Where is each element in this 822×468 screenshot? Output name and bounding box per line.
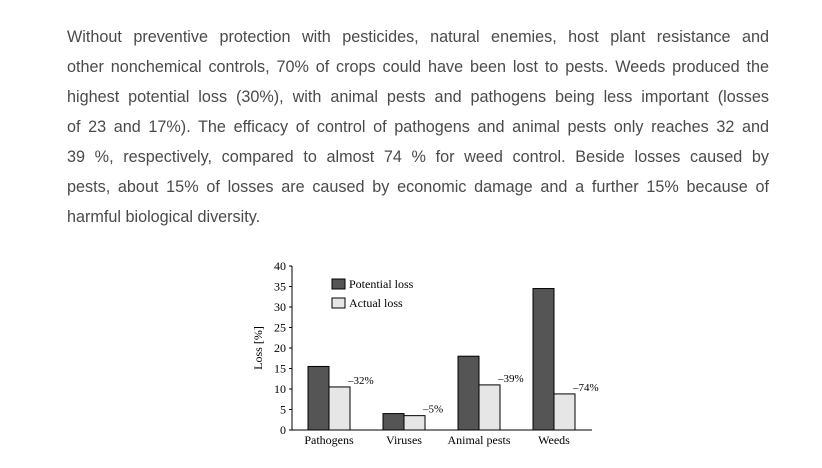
y-tick-label: 30 <box>274 300 286 314</box>
y-tick-label: 20 <box>274 341 286 355</box>
y-tick-label: 25 <box>274 321 286 335</box>
bar-actual <box>403 415 426 431</box>
paragraph-line: harmful biological diversity. <box>67 208 261 226</box>
category-label: Viruses <box>386 433 422 447</box>
y-tick-label: 0 <box>280 423 286 437</box>
y-tick-label: 15 <box>274 362 286 376</box>
body-paragraph: Without preventive protection with pesti… <box>67 22 769 232</box>
bar-potential <box>307 365 330 431</box>
legend-entry: Actual loss <box>349 296 403 310</box>
y-tick-label: 40 <box>274 259 286 273</box>
paragraph-line: of 23 and 17%). The efficacy of control … <box>67 118 769 136</box>
bar-actual <box>478 384 501 431</box>
legend-swatch <box>331 278 346 290</box>
category-label: Animal pests <box>448 433 511 447</box>
paragraph-line: highest potential loss (30%), with anima… <box>67 88 769 106</box>
reduction-label: –74% <box>572 382 599 394</box>
category-label: Weeds <box>538 433 570 447</box>
paragraph-line: 39 %, respectively, compared to almost 7… <box>67 148 769 166</box>
bar-potential <box>382 413 405 431</box>
legend-entry: Potential loss <box>349 277 414 291</box>
bar-potential <box>532 288 555 431</box>
paragraph-line: Without preventive protection with pesti… <box>67 28 769 46</box>
loss-bar-chart: 0 5 10 15 20 25 30 35 40 Loss [%] Pathogens –32% Vir… <box>251 259 599 447</box>
legend-swatch <box>331 297 346 309</box>
y-tick-label: 5 <box>280 403 286 417</box>
reduction-label: –39% <box>497 373 524 385</box>
y-tick-label: 10 <box>274 382 286 396</box>
y-tick-label: 35 <box>274 280 286 294</box>
bar-actual <box>328 386 351 431</box>
bar-actual <box>553 393 576 431</box>
paragraph-line: pests, about 15% of losses are caused by… <box>67 178 769 196</box>
reduction-label: –5% <box>422 404 443 416</box>
y-axis-label: Loss [%] <box>251 326 265 370</box>
category-label: Pathogens <box>304 433 354 447</box>
paragraph-line: other nonchemical controls, 70% of crops… <box>67 58 769 76</box>
reduction-label: –32% <box>347 375 374 387</box>
bar-potential <box>457 355 480 431</box>
